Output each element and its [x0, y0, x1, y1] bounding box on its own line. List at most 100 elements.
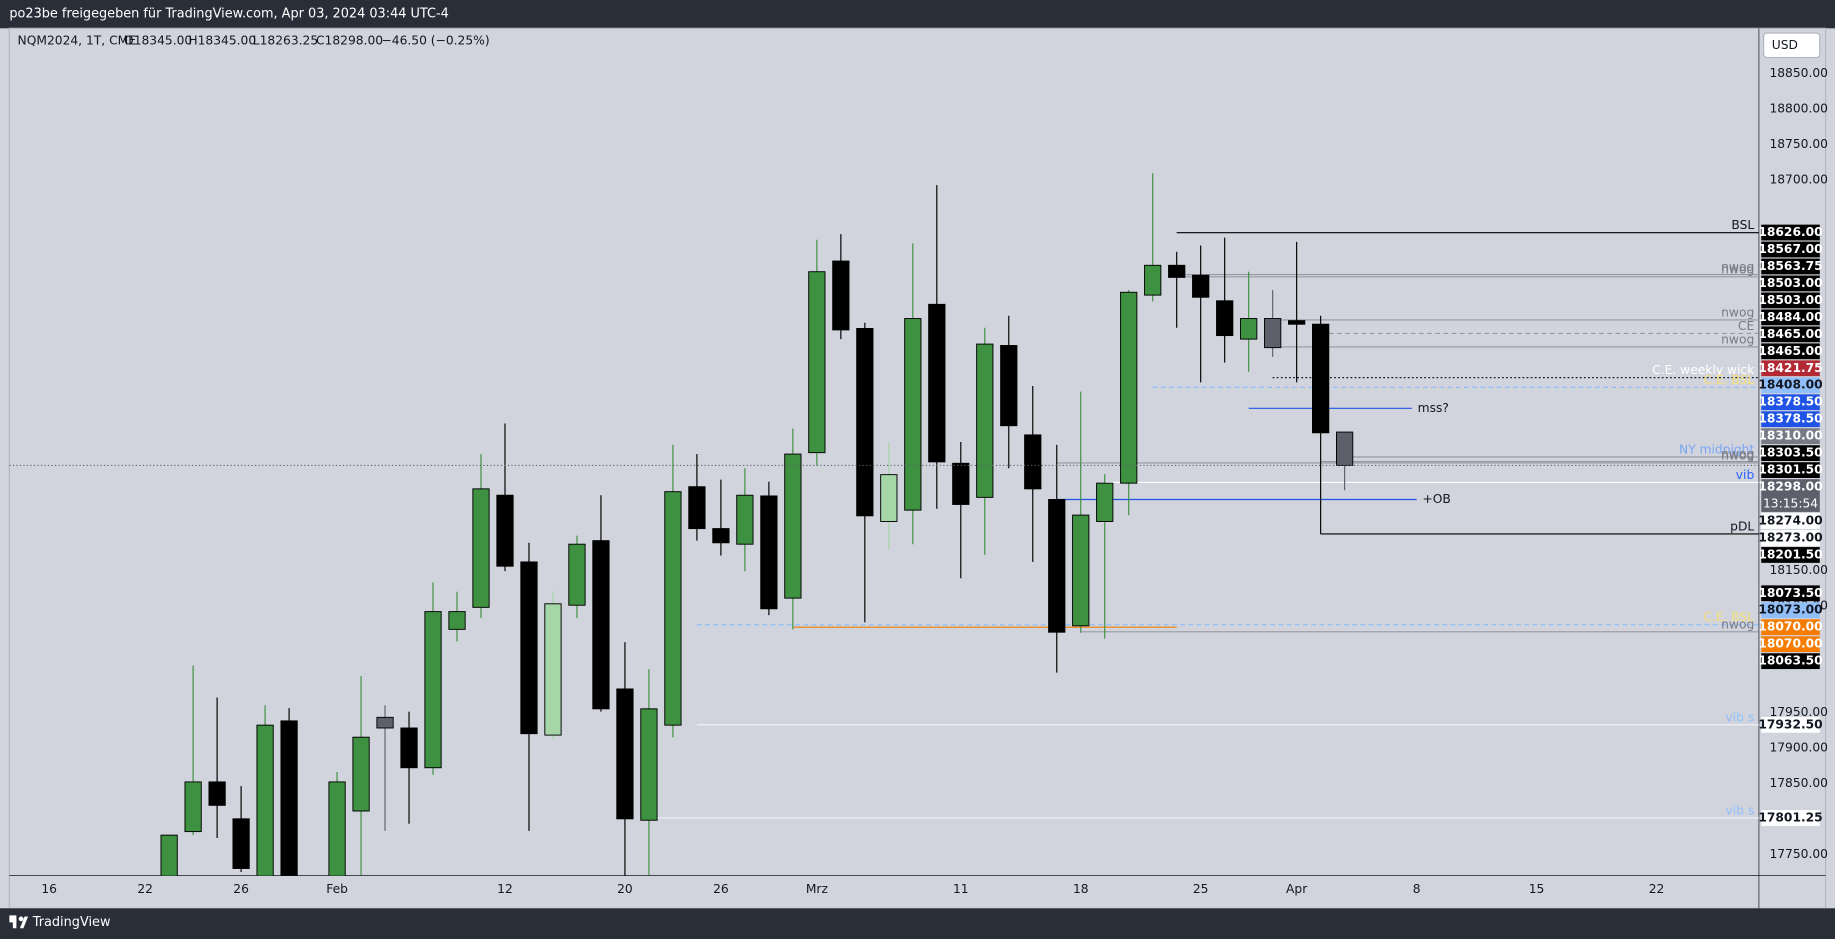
level-label: nwog	[1721, 262, 1754, 276]
candle-body	[808, 271, 826, 454]
brand-logo	[9, 915, 29, 929]
price-label-box	[1761, 292, 1820, 309]
price-label-box	[1761, 445, 1820, 462]
candle-body	[1024, 434, 1042, 490]
price-label-box	[1761, 810, 1820, 826]
level-label: vib s	[1726, 803, 1755, 817]
level-label: nwog	[1721, 305, 1754, 319]
candle-body	[712, 528, 730, 544]
candle-body	[784, 453, 802, 599]
candle-body	[928, 303, 946, 463]
x-tick-label: 12	[497, 882, 513, 896]
candle-body	[688, 486, 706, 530]
price-axis: 18850.00 18800.00 18750.00 18700.00 18150.00…	[1758, 66, 1828, 861]
price-label-box	[1761, 394, 1820, 411]
price-label-box	[1761, 547, 1820, 563]
price-countdown: 13:15:54	[1763, 497, 1818, 511]
candle-body	[1240, 318, 1258, 340]
price-label: 18298.00	[1758, 480, 1822, 494]
x-tick-label: 25	[1193, 882, 1209, 896]
x-tick-label: 18	[1073, 882, 1089, 896]
price-label: 18503.00	[1758, 276, 1822, 290]
candle-body	[1168, 264, 1186, 278]
price-label: 18201.50	[1758, 547, 1822, 561]
price-label-box	[1761, 636, 1820, 653]
candle-body	[1264, 318, 1282, 349]
price-label: 18465.00	[1758, 327, 1822, 341]
price-label-box	[1761, 479, 1820, 512]
bottom-bar	[0, 908, 1835, 939]
legend-open: O18345.00	[124, 34, 192, 48]
level-label: mss?	[1418, 401, 1449, 415]
y-tick-label: 17950.00	[1769, 705, 1828, 719]
level-label: pDL	[1730, 519, 1754, 533]
candle-body	[616, 688, 634, 820]
legend-low: L18263.25	[253, 34, 318, 48]
legend-close: C18298.00	[316, 34, 383, 48]
level-label: nwog	[1721, 447, 1754, 461]
price-label: 18378.50	[1758, 412, 1822, 426]
level-label: nwog	[1721, 617, 1754, 631]
candle-body	[448, 611, 466, 630]
x-tick-label: 22	[137, 882, 153, 896]
price-label: 18274.00	[1758, 514, 1822, 528]
currency-label[interactable]: USD	[1772, 38, 1798, 52]
level-label: nwog	[1721, 260, 1754, 274]
price-label: 18484.00	[1758, 310, 1822, 324]
legend-change: −46.50 (−0.25%)	[382, 34, 490, 48]
price-label: 18563.75	[1758, 259, 1822, 273]
candle-body	[424, 611, 442, 769]
candle-body	[1144, 264, 1162, 296]
x-tick-label: 26	[713, 882, 729, 896]
price-label-box	[1761, 428, 1820, 445]
candle-body	[568, 543, 586, 606]
candle-body	[736, 494, 754, 545]
candle-body	[184, 781, 202, 833]
x-tick-label: 8	[1413, 882, 1421, 896]
price-label-box	[1761, 585, 1820, 602]
candle-body	[520, 561, 538, 735]
candle-body	[832, 260, 850, 331]
candle-body	[328, 781, 346, 876]
candle-body	[1216, 300, 1234, 337]
price-label-box	[1761, 275, 1820, 292]
currency-button[interactable]	[1763, 32, 1821, 59]
legend-high: H18345.00	[188, 34, 256, 48]
price-label: 18465.00	[1758, 344, 1822, 358]
level-label: C.E. BSL	[1703, 610, 1754, 624]
price-label-box	[1761, 530, 1820, 546]
price-label: 18303.50	[1758, 446, 1822, 460]
price-label: 18301.50	[1758, 463, 1822, 477]
candle-body	[232, 818, 250, 869]
y-tick-label: 18850.00	[1769, 66, 1828, 80]
y-tick-label: 17750.00	[1769, 847, 1828, 861]
candle-body	[952, 462, 970, 505]
candle-body	[496, 494, 514, 567]
price-label-box	[1761, 360, 1820, 377]
candle-body	[400, 727, 418, 769]
candle-body	[856, 328, 874, 517]
candle-body	[904, 318, 922, 511]
level-label: BSL	[1731, 218, 1754, 232]
price-label: 18567.00	[1758, 242, 1822, 256]
candle-body	[208, 781, 226, 806]
candle-body	[376, 716, 394, 729]
price-label: 18073.00	[1758, 603, 1822, 617]
y-tick-label: 18700.00	[1769, 173, 1828, 187]
candle-body	[640, 708, 658, 821]
level-label: nwog	[1721, 448, 1754, 462]
level-label: CE	[1738, 319, 1754, 333]
price-label-box	[1761, 462, 1820, 478]
candle-body	[1192, 274, 1210, 298]
candle-body	[256, 724, 274, 876]
candle-body	[976, 343, 994, 498]
candle-body	[544, 603, 562, 736]
price-label: 18063.50	[1758, 654, 1822, 668]
x-tick-label: 20	[617, 882, 633, 896]
x-tick-label: Apr	[1286, 882, 1308, 896]
legend-symbol: NQM2024, 1T, CME	[18, 34, 136, 48]
level-label: C.E. weekly wick	[1652, 363, 1755, 377]
